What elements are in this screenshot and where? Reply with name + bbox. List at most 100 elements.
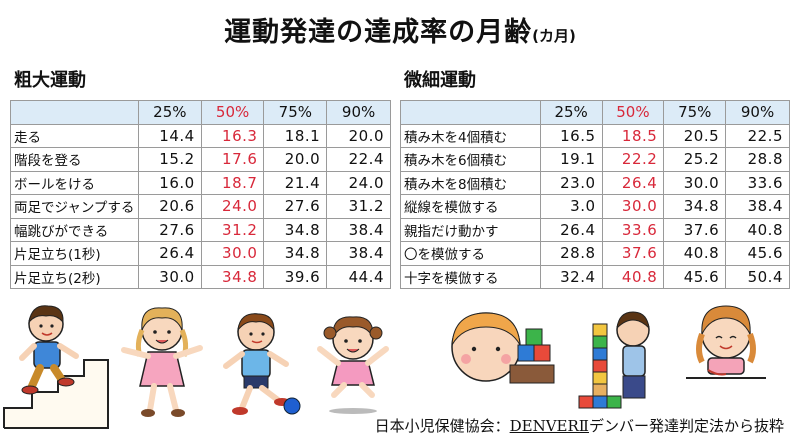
source-name: DENVERⅡ — [509, 417, 589, 435]
value-75: 45.6 — [663, 264, 727, 289]
value-75: 21.4 — [263, 170, 328, 195]
table-row: 片足立ち(1秒) 26.4 30.0 34.8 38.4 — [10, 241, 391, 266]
value-25: 15.2 — [137, 147, 202, 172]
value-50: 22.2 — [601, 147, 665, 172]
table-row: 階段を登る 15.2 17.6 20.0 22.4 — [10, 147, 391, 172]
value-75: 37.6 — [663, 217, 727, 242]
value-25: 26.4 — [137, 241, 202, 266]
value-50: 18.7 — [200, 170, 265, 195]
table-row: 〇を模倣する 28.8 37.6 40.8 45.6 — [400, 241, 790, 266]
page-title: 運動発達の達成率の月齢(カ月) — [0, 10, 800, 49]
value-75: 20.5 — [663, 123, 727, 148]
value-50: 34.8 — [200, 264, 265, 289]
value-50: 40.8 — [601, 264, 665, 289]
row-label: 幅跳びができる — [10, 217, 139, 242]
title-main: 運動発達の達成率の月齢 — [224, 17, 533, 48]
table-corner-cell — [10, 100, 139, 125]
value-25: 20.6 — [137, 194, 202, 219]
value-75: 18.1 — [263, 123, 328, 148]
baby-playing-blocks-illustration — [451, 312, 555, 384]
value-25: 16.0 — [137, 170, 202, 195]
col-header-25: 25% — [137, 100, 202, 125]
table-corner-cell — [400, 100, 541, 125]
value-75: 25.2 — [663, 147, 727, 172]
value-25: 32.4 — [539, 264, 603, 289]
table-row: 走る 14.4 16.3 18.1 20.0 — [10, 123, 391, 148]
row-label: 階段を登る — [10, 147, 139, 172]
table-row: ボールをける 16.0 18.7 21.4 24.0 — [10, 170, 391, 195]
table-header-row: 25% 50% 75% 90% — [400, 100, 790, 125]
table-row: 親指だけ動かす 26.4 33.6 37.6 40.8 — [400, 217, 790, 242]
value-75: 39.6 — [263, 264, 328, 289]
gross-motor-heading: 粗大運動 — [14, 70, 86, 91]
value-25: 28.8 — [539, 241, 603, 266]
value-90: 33.6 — [725, 170, 790, 195]
value-75: 40.8 — [663, 241, 727, 266]
source-prefix: 日本小児保健協会： — [374, 417, 510, 435]
table-row: 十字を模倣する 32.4 40.8 45.6 50.4 — [400, 264, 790, 289]
row-label: 〇を模倣する — [400, 241, 541, 266]
row-label: 積み木を6個積む — [400, 147, 541, 172]
value-25: 19.1 — [539, 147, 603, 172]
row-label: 走る — [10, 123, 139, 148]
value-25: 3.0 — [539, 194, 603, 219]
value-90: 38.4 — [326, 241, 391, 266]
value-90: 40.8 — [725, 217, 790, 242]
value-50: 30.0 — [200, 241, 265, 266]
source-suffix: デンバー発達判定法から抜粋 — [588, 417, 784, 435]
girl-jumping-arms-up-illustration — [317, 316, 389, 414]
girl-jumping-illustration — [121, 307, 203, 417]
boy-kicking-ball-illustration — [223, 313, 301, 415]
child-climbing-stairs-illustration — [3, 305, 109, 429]
table-header-row: 25% 50% 75% 90% — [10, 100, 391, 125]
value-90: 38.4 — [725, 194, 790, 219]
row-label: 親指だけ動かす — [400, 217, 541, 242]
row-label: ボールをける — [10, 170, 139, 195]
value-25: 23.0 — [539, 170, 603, 195]
value-50: 18.5 — [601, 123, 665, 148]
row-label: 積み木を4個積む — [400, 123, 541, 148]
value-90: 50.4 — [725, 264, 790, 289]
col-header-50: 50% — [200, 100, 265, 125]
value-50: 33.6 — [601, 217, 665, 242]
value-90: 24.0 — [326, 170, 391, 195]
value-25: 26.4 — [539, 217, 603, 242]
value-75: 27.6 — [263, 194, 328, 219]
fine-motor-heading: 微細運動 — [404, 70, 476, 91]
title-unit: (カ月) — [532, 27, 576, 45]
value-25: 30.0 — [137, 264, 202, 289]
value-50: 26.4 — [601, 170, 665, 195]
value-90: 22.4 — [326, 147, 391, 172]
col-header-25: 25% — [539, 100, 603, 125]
gross-motor-table: 25% 50% 75% 90% 走る 14.4 16.3 18.1 20.0 階… — [10, 100, 391, 289]
value-50: 17.6 — [200, 147, 265, 172]
girl-drawing-illustration — [686, 305, 766, 379]
value-50: 31.2 — [200, 217, 265, 242]
fine-motor-table: 25% 50% 75% 90% 積み木を4個積む 16.5 18.5 20.5 … — [400, 100, 790, 289]
value-50: 37.6 — [601, 241, 665, 266]
value-75: 34.8 — [263, 217, 328, 242]
row-label: 十字を模倣する — [400, 264, 541, 289]
table-row: 幅跳びができる 27.6 31.2 34.8 38.4 — [10, 217, 391, 242]
table-row: 縦線を模倣する 3.0 30.0 34.8 38.4 — [400, 194, 790, 219]
table-row: 両足でジャンプする 20.6 24.0 27.6 31.2 — [10, 194, 391, 219]
value-25: 14.4 — [137, 123, 202, 148]
value-50: 30.0 — [601, 194, 665, 219]
col-header-75: 75% — [663, 100, 727, 125]
row-label: 縦線を模倣する — [400, 194, 541, 219]
col-header-90: 90% — [725, 100, 790, 125]
value-25: 16.5 — [539, 123, 603, 148]
col-header-75: 75% — [263, 100, 328, 125]
value-75: 34.8 — [663, 194, 727, 219]
value-25: 27.6 — [137, 217, 202, 242]
row-label: 積み木を8個積む — [400, 170, 541, 195]
value-90: 20.0 — [326, 123, 391, 148]
value-90: 38.4 — [326, 217, 391, 242]
col-header-50: 50% — [601, 100, 665, 125]
value-90: 44.4 — [326, 264, 391, 289]
value-90: 28.8 — [725, 147, 790, 172]
table-row: 片足立ち(2秒) 30.0 34.8 39.6 44.4 — [10, 264, 391, 289]
value-75: 20.0 — [263, 147, 328, 172]
table-row: 積み木を8個積む 23.0 26.4 30.0 33.6 — [400, 170, 790, 195]
row-label: 片足立ち(2秒) — [10, 264, 139, 289]
